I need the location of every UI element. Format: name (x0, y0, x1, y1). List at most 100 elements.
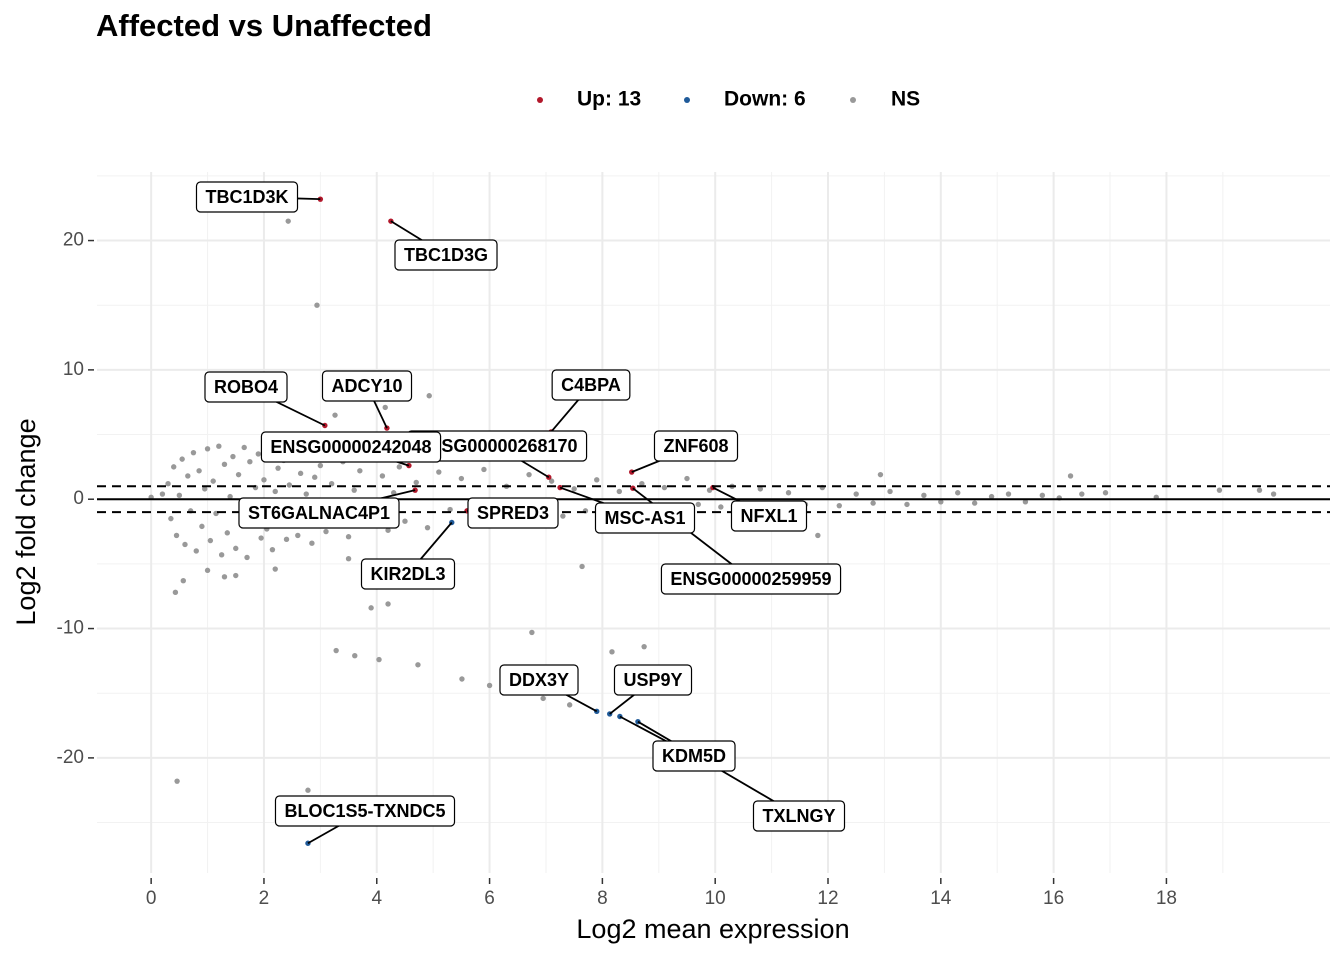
point (204, 446, 211, 452)
gene-label: ST6GALNAC4P1 (238, 497, 400, 529)
point (609, 649, 615, 655)
point (227, 493, 233, 500)
point (853, 491, 859, 497)
x-tick-label: 10 (705, 888, 726, 909)
point (396, 464, 403, 470)
point (376, 656, 382, 663)
gene-label-text: TBC1D3K (205, 187, 288, 207)
label-box (551, 369, 631, 401)
gene-label: MSC-AS1 (594, 502, 696, 534)
gene-label: ADCY10 (321, 370, 413, 402)
y-tick-label: 20 (63, 230, 84, 251)
point (529, 629, 535, 636)
point (202, 486, 208, 492)
label-box (195, 181, 299, 213)
point (718, 504, 724, 510)
point (230, 453, 236, 460)
point (283, 536, 290, 543)
point (458, 475, 465, 482)
point (459, 676, 465, 682)
point (314, 302, 320, 308)
chart-title: Affected vs Unaffected (96, 8, 432, 43)
gene-label: KDM5D (652, 740, 736, 772)
legend-marker (850, 97, 856, 103)
gene-label-text: C4BPA (561, 375, 621, 395)
point (413, 479, 419, 486)
point (424, 524, 431, 531)
point (174, 778, 180, 784)
point (1022, 499, 1029, 505)
point (1005, 491, 1012, 497)
label-box (660, 563, 842, 595)
point (1102, 490, 1109, 496)
gene-label: KIR2DL3 (360, 558, 456, 590)
point (757, 486, 764, 492)
point (486, 682, 493, 689)
point (921, 492, 927, 499)
point (221, 574, 228, 580)
label-box (360, 558, 456, 590)
gene-label-text: ST6GALNAC4P1 (248, 503, 390, 523)
point (426, 393, 432, 399)
point (255, 451, 262, 457)
point (275, 465, 281, 471)
point (173, 532, 180, 539)
point (224, 530, 230, 536)
point (352, 653, 358, 659)
point (168, 515, 174, 522)
point (176, 492, 183, 499)
point (526, 471, 532, 478)
gene-label: DDX3Y (499, 664, 579, 696)
point (1270, 491, 1277, 497)
point (594, 477, 600, 483)
point (210, 478, 216, 484)
point (269, 546, 276, 553)
point (447, 506, 453, 513)
point (548, 478, 555, 484)
point (312, 474, 318, 480)
gene-label-text: ROBO4 (214, 377, 278, 397)
label-box (204, 371, 288, 403)
gene-label: TXLNGY (752, 800, 846, 832)
point (272, 566, 278, 572)
point (566, 702, 573, 708)
point (415, 662, 421, 668)
x-tick-label: 8 (597, 888, 608, 909)
point (351, 487, 357, 493)
point (204, 567, 211, 574)
point (199, 523, 205, 530)
gene-label: ZNF608 (653, 430, 739, 462)
point (241, 444, 247, 451)
point (571, 486, 577, 492)
point (661, 484, 668, 491)
gene-label: TBC1D3G (394, 239, 498, 271)
point (180, 578, 186, 584)
legend-label: Up: 13 (577, 88, 641, 111)
point (303, 491, 309, 497)
point (305, 787, 311, 793)
point (207, 537, 214, 544)
x-tick-label: 14 (930, 888, 952, 909)
point (1256, 487, 1263, 493)
point (382, 404, 388, 411)
gene-label: SPRED3 (467, 497, 559, 529)
point (616, 488, 623, 495)
gene-label: C4BPA (551, 369, 631, 401)
y-tick-label: -10 (57, 618, 84, 639)
point (785, 490, 792, 496)
point (345, 556, 352, 562)
point (295, 532, 301, 539)
point (1216, 487, 1223, 493)
point (436, 469, 442, 475)
point (684, 475, 690, 482)
gene-label-text: BLOC1S5-TXNDC5 (284, 801, 445, 821)
gene-label: ENSG00000259959 (660, 563, 842, 595)
point (540, 695, 546, 702)
gene-label: ROBO4 (204, 371, 288, 403)
point (309, 540, 315, 546)
point (272, 488, 278, 495)
label-box (274, 795, 456, 827)
x-tick-label: 2 (259, 888, 270, 909)
point (171, 464, 177, 470)
point (196, 468, 202, 474)
